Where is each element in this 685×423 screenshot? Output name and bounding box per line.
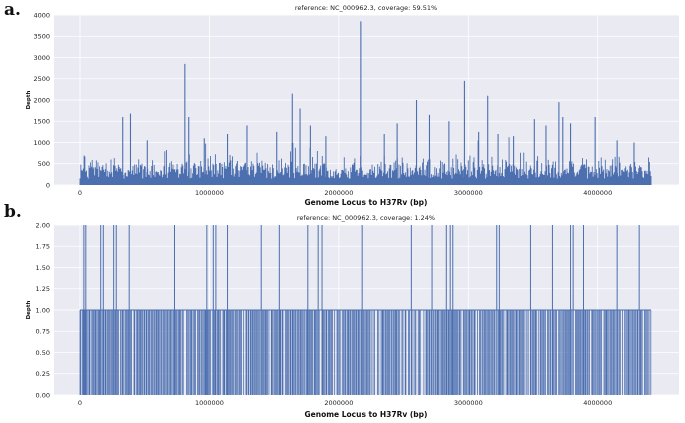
chart-a-ytick-label: 1000 [33,139,50,147]
chart-a-xtick-label: 2000000 [324,189,353,197]
chart-a-ytick-label: 3500 [33,33,50,41]
chart-b-ytick-label: 0.25 [36,370,50,378]
chart-a-ytick-label: 4000 [33,11,50,19]
chart-b-ytick-label: 0.50 [36,349,50,357]
chart-a-xtick-label: 4000000 [583,189,612,197]
chart-a-ytick-label: 1500 [33,118,50,126]
chart-b-coverage-series [79,310,652,395]
chart-a-ytick-label: 500 [38,160,50,168]
chart-b-ylabel: Depth [26,301,32,320]
panel-label-b: b. [4,202,22,222]
chart-b: reference: NC_000962.3, coverage: 1.24% … [26,214,679,419]
chart-b-ytick-label: 1.50 [36,264,50,272]
chart-b-ytick-label: 1.75 [36,243,50,251]
chart-b-xtick-label: 3000000 [454,399,483,407]
chart-a-ylabel: Depth [26,91,32,110]
chart-a-xtick-label: 0 [78,189,82,197]
chart-b-ytick-label: 1.00 [36,306,50,314]
chart-a-ytick-label: 2500 [33,75,50,83]
chart-b-title: reference: NC_000962.3, coverage: 1.24% [297,214,435,222]
chart-b-ytick-label: 1.25 [36,285,50,293]
chart-b-xtick-label: 0 [78,399,82,407]
chart-a-ytick-label: 2000 [33,96,50,104]
chart-b-xtick-label: 1000000 [195,399,224,407]
panel-label-a: a. [4,0,21,20]
chart-a-xtick-label: 1000000 [195,189,224,197]
chart-b-ytick-label: 2.00 [36,221,50,229]
chart-a-title: reference: NC_000962.3, coverage: 59.51% [295,4,437,12]
chart-a-xtick-label: 3000000 [454,189,483,197]
chart-b-xtick-label: 2000000 [324,399,353,407]
chart-b-ytick-label: 0.00 [36,391,50,399]
chart-a: reference: NC_000962.3, coverage: 59.51%… [26,4,679,207]
chart-a-ytick-label: 3000 [33,54,50,62]
chart-b-xlabel: Genome Locus to H37Rv (bp) [305,410,428,419]
chart-b-xtick-label: 4000000 [583,399,612,407]
chart-a-ytick-label: 0 [46,181,50,189]
chart-a-xlabel: Genome Locus to H37Rv (bp) [305,198,428,207]
chart-b-ytick-label: 0.75 [36,328,50,336]
